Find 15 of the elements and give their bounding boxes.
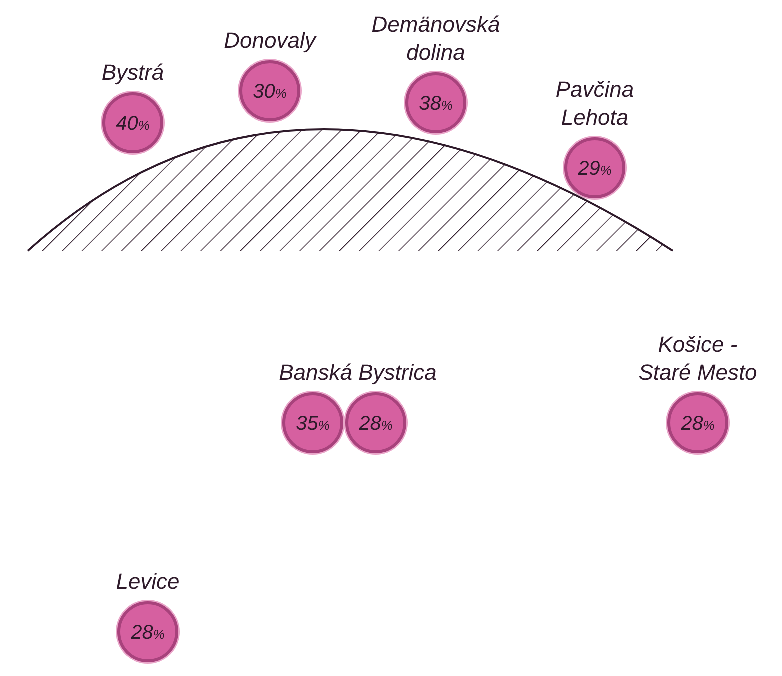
data-label: 35%	[296, 413, 330, 435]
data-label: 30%	[253, 81, 287, 103]
category-label: Donovaly	[224, 28, 318, 53]
data-label: 29%	[577, 158, 612, 180]
data-label: 28%	[680, 413, 715, 435]
data-label: 28%	[358, 413, 393, 435]
data-label: 38%	[419, 93, 453, 115]
category-label: Košice - Staré Mesto	[638, 332, 758, 385]
data-label: 40%	[116, 113, 150, 135]
category-label: Bystrá	[102, 60, 164, 85]
data-label: 28%	[130, 622, 165, 644]
category-label: Pavčina Lehota	[556, 77, 634, 130]
category-label: Banská Bystrica	[279, 360, 437, 385]
category-label: Levice	[116, 569, 180, 594]
category-label: Demänovská dolina	[372, 12, 500, 65]
